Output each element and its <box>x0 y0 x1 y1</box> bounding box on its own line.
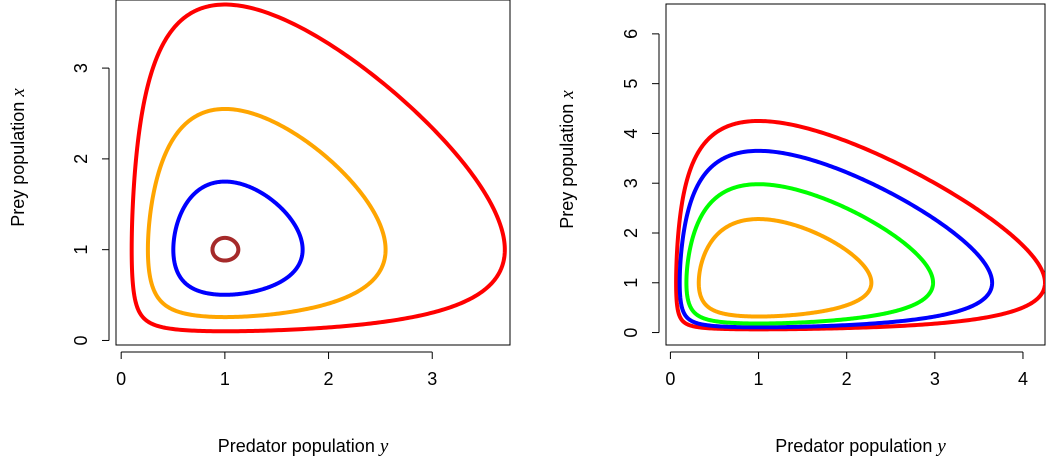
y-tick-label: 2 <box>621 228 641 238</box>
y-axis-title: Prey population x <box>557 90 578 229</box>
orbit-series-1 <box>674 118 1045 332</box>
y-axis-variable: x <box>557 90 578 100</box>
y-tick-label: 2 <box>71 154 91 164</box>
plot-frame <box>665 3 1046 346</box>
right-phase-plot: 0 1 2 3 4 0 1 2 3 4 5 6 Predator population y Prey po… <box>557 3 1046 457</box>
x-tick-label: 1 <box>220 369 230 389</box>
plot-frame <box>115 0 511 346</box>
orbit-series-3 <box>171 179 305 297</box>
orbit-series-2 <box>145 106 388 320</box>
x-tick-label: 0 <box>665 369 675 389</box>
orbit-series-4 <box>210 235 241 263</box>
y-axis-label: Prey population <box>557 99 577 229</box>
y-tick-label: 6 <box>621 29 641 39</box>
orbit-group <box>674 118 1045 332</box>
x-tick-label: 1 <box>754 369 764 389</box>
x-axis-variable: y <box>378 436 389 457</box>
x-axis-title: Predator population y <box>218 436 389 457</box>
y-tick-label: 1 <box>71 245 91 255</box>
y-tick-label: 0 <box>71 335 91 345</box>
x-tick-label: 3 <box>930 369 940 389</box>
orbit-series-3 <box>684 182 936 326</box>
y-axis-label: Prey population <box>8 97 28 227</box>
left-phase-plot: 0 1 2 3 0 1 2 3 Predator population y Prey popula… <box>8 0 511 457</box>
x-axis-label: Predator population <box>775 436 937 456</box>
y-tick-label: 0 <box>621 328 641 338</box>
y-tick-label: 5 <box>621 79 641 89</box>
x-axis-variable: y <box>935 436 946 457</box>
y-axis-title: Prey population x <box>8 88 29 227</box>
y-tick-label: 3 <box>71 63 91 73</box>
orbit-series-1 <box>129 2 507 334</box>
x-tick-label: 3 <box>427 369 437 389</box>
x-tick-label: 0 <box>116 369 126 389</box>
orbit-group <box>129 2 507 334</box>
x-tick-label: 2 <box>842 369 852 389</box>
y-tick-label: 4 <box>621 128 641 138</box>
y-tick-label: 1 <box>621 278 641 288</box>
x-tick-label: 4 <box>1018 369 1028 389</box>
x-axis-label: Predator population <box>218 436 380 456</box>
y-axis-variable: x <box>8 88 29 98</box>
x-tick-label: 2 <box>324 369 334 389</box>
y-tick-label: 3 <box>621 178 641 188</box>
orbit-series-2 <box>677 148 995 330</box>
x-axis-title: Predator population y <box>775 436 946 457</box>
orbit-series-4 <box>696 217 874 319</box>
